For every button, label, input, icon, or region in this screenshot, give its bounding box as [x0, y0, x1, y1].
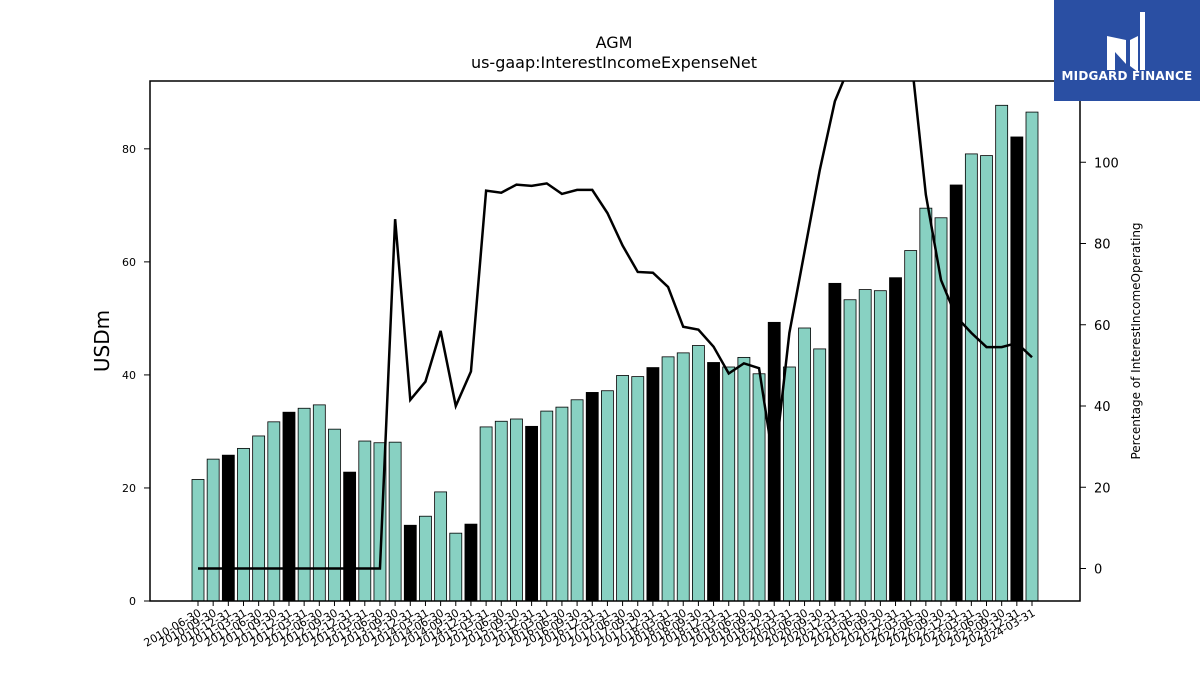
bar-2013-09-30 — [388, 441, 402, 602]
bar-2014-12-31 — [464, 523, 478, 602]
y2-tick-label: 60 — [1094, 319, 1111, 334]
bar-2020-03-31 — [782, 366, 796, 602]
plot-frame — [149, 80, 1081, 602]
y2-axis-label: Percentage of InterestIncomeOperating — [1129, 222, 1143, 459]
bar-2014-09-30 — [449, 532, 463, 602]
bar-2020-09-30 — [813, 348, 827, 602]
bar-2022-12-31 — [949, 184, 963, 602]
y2-tick-label: 0 — [1094, 563, 1102, 578]
y2-tick-label: 100 — [1094, 156, 1119, 171]
bar-2023-12-31 — [1010, 136, 1024, 602]
bar-2015-03-31 — [479, 426, 493, 602]
bar-2012-06-30 — [312, 404, 326, 602]
bar-2016-09-30 — [570, 399, 584, 602]
bar-2011-09-30 — [267, 421, 281, 602]
bar-2015-09-30 — [510, 418, 523, 602]
bar-2017-09-30 — [631, 376, 645, 602]
bar-2021-03-31 — [843, 299, 857, 602]
bar-group — [191, 104, 1039, 602]
bar-2017-06-30 — [616, 375, 629, 602]
bar-2016-12-31 — [585, 392, 599, 602]
bar-2016-03-31 — [540, 410, 554, 602]
bar-2010-06-30 — [191, 479, 205, 602]
line-group — [198, 81, 1033, 570]
bar-2023-06-30 — [980, 155, 993, 602]
bar-2018-06-30 — [676, 352, 690, 602]
bar-2011-03-31 — [237, 447, 250, 602]
bar-2023-03-31 — [964, 153, 978, 602]
bar-2020-12-31 — [828, 282, 842, 602]
y-tick-label: 0 — [129, 595, 136, 608]
y-tick-label: 60 — [122, 256, 136, 269]
bar-2014-03-31 — [419, 515, 432, 602]
bar-2011-06-30 — [252, 435, 266, 602]
y-tick-label: 80 — [122, 143, 136, 156]
bar-2018-03-31 — [661, 356, 675, 602]
bar-2022-03-31 — [904, 250, 918, 602]
y-tick-label: 40 — [122, 369, 136, 382]
bar-2015-12-31 — [525, 425, 538, 602]
bar-2018-12-31 — [707, 362, 720, 602]
bar-2020-06-30 — [798, 327, 811, 602]
y-axis-label: USDm — [90, 310, 114, 372]
bar-2019-06-30 — [737, 356, 751, 602]
bar-2014-06-30 — [434, 491, 448, 602]
bar-2013-12-31 — [403, 524, 417, 602]
midgard-logo-icon — [1107, 12, 1145, 72]
chart-title: AGM — [596, 33, 633, 52]
line-series — [198, 81, 1033, 570]
y2-tick-label: 20 — [1094, 481, 1111, 496]
y-tick-label: 20 — [122, 482, 136, 495]
bar-2021-06-30 — [858, 289, 872, 602]
bar-2022-06-30 — [919, 207, 933, 602]
y2-tick-label: 80 — [1094, 238, 1111, 253]
bar-2011-12-31 — [282, 411, 296, 602]
bar-2023-09-30 — [995, 104, 1009, 602]
bar-2018-09-30 — [692, 345, 705, 602]
bar-2012-09-30 — [328, 428, 341, 602]
axes: 0204060800204060801002010-06-302010-09-3… — [122, 80, 1119, 650]
bar-2019-03-31 — [722, 366, 736, 602]
bar-2017-03-31 — [601, 390, 614, 602]
bar-2012-03-31 — [297, 407, 311, 602]
bar-2019-09-30 — [752, 373, 766, 602]
bar-2016-06-30 — [555, 406, 569, 602]
bar-2013-03-31 — [358, 440, 372, 602]
bar-2017-12-31 — [646, 367, 660, 602]
bar-2015-06-30 — [494, 420, 508, 602]
bar-2012-12-31 — [343, 471, 357, 602]
logo-text: MIDGARD FINANCE — [1061, 69, 1193, 83]
bar-2021-12-31 — [889, 277, 902, 602]
bar-2010-12-31 — [221, 454, 235, 602]
bar-2021-09-30 — [873, 290, 887, 602]
y2-tick-label: 40 — [1094, 400, 1111, 415]
chart-subtitle: us-gaap:InterestIncomeExpenseNet — [471, 53, 757, 72]
brand-logo: MIDGARD FINANCE — [1054, 0, 1200, 101]
bar-2010-09-30 — [206, 458, 220, 602]
